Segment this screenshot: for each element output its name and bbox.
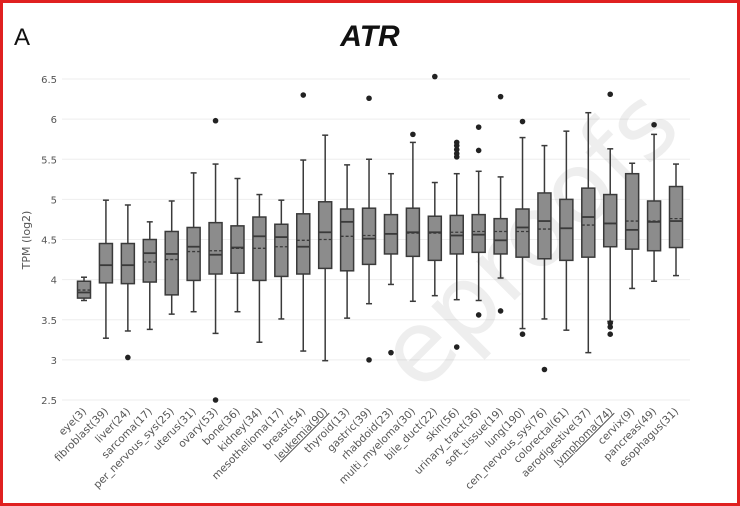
box-colorectal bbox=[559, 130, 574, 331]
outlier-point bbox=[607, 324, 614, 330]
box-skin bbox=[449, 139, 464, 350]
box-gastric bbox=[361, 95, 377, 363]
chart-title: ATR bbox=[340, 20, 400, 53]
box-iqr bbox=[646, 200, 662, 252]
box-bone bbox=[230, 177, 245, 313]
x-axis: eye(3)fibroblast(39)liver(24)sarcoma(17)… bbox=[52, 406, 681, 492]
outlier-point bbox=[300, 92, 307, 98]
box-iqr bbox=[120, 242, 136, 285]
outlier-point bbox=[497, 308, 504, 314]
box-cen_nervous_sys bbox=[537, 144, 552, 373]
outlier-point bbox=[607, 91, 614, 98]
box-multi_myeloma bbox=[405, 131, 421, 303]
y-axis: 2.5 3 3.5 4 4.5 5 5.5 6 6.5 bbox=[41, 75, 57, 407]
outlier-point bbox=[388, 349, 394, 356]
outlier-point bbox=[366, 357, 372, 363]
box-pancreas bbox=[646, 121, 662, 282]
outlier-point bbox=[212, 397, 219, 403]
y-tick-label: 5 bbox=[51, 195, 57, 206]
box-breast bbox=[296, 92, 311, 352]
box-fibroblast bbox=[98, 199, 114, 339]
box-iqr bbox=[559, 198, 574, 262]
outlier-point bbox=[607, 331, 614, 337]
box-iqr bbox=[493, 217, 508, 255]
outlier-point bbox=[607, 320, 614, 326]
box-iqr bbox=[164, 230, 179, 296]
box-sarcoma bbox=[142, 221, 158, 331]
box-iqr bbox=[230, 225, 245, 274]
outlier-point bbox=[497, 93, 504, 100]
box-uterus bbox=[186, 172, 201, 313]
box-iqr bbox=[602, 193, 618, 248]
outlier-point bbox=[541, 366, 548, 373]
box-aerodigestive bbox=[581, 111, 596, 354]
box-iqr bbox=[624, 172, 640, 250]
y-tick-label: 6.5 bbox=[41, 75, 57, 86]
box-iqr bbox=[208, 221, 223, 275]
box-kidney bbox=[252, 193, 267, 343]
box-iqr bbox=[471, 213, 486, 254]
outlier-point bbox=[475, 147, 482, 154]
y-tick-label: 3 bbox=[51, 356, 57, 367]
outlier-point bbox=[212, 117, 219, 124]
outlier-point bbox=[410, 131, 416, 138]
boxes bbox=[76, 73, 684, 403]
box-iqr bbox=[296, 213, 311, 275]
box-iqr bbox=[427, 215, 443, 262]
box-thyroid bbox=[339, 164, 355, 319]
box-iqr bbox=[317, 201, 333, 270]
box-soft_tissue bbox=[493, 93, 508, 314]
box-iqr bbox=[515, 208, 530, 258]
box-ovary bbox=[208, 117, 223, 403]
box-esophagus bbox=[668, 163, 684, 277]
y-tick-label: 2.5 bbox=[41, 396, 57, 407]
y-tick-label: 6 bbox=[51, 115, 57, 126]
outlier-point bbox=[453, 142, 460, 149]
box-iqr bbox=[98, 242, 114, 284]
box-iqr bbox=[339, 208, 355, 272]
box-lung bbox=[515, 118, 530, 337]
y-tick-label: 3.5 bbox=[41, 316, 57, 327]
box-liver bbox=[120, 204, 136, 361]
box-eye bbox=[76, 276, 92, 302]
outlier-point bbox=[651, 121, 657, 128]
outlier-point bbox=[475, 124, 482, 130]
box-iqr bbox=[668, 185, 684, 249]
y-axis-label: TPM (log2) bbox=[20, 211, 33, 271]
y-tick-label: 4.5 bbox=[41, 236, 57, 247]
outlier-point bbox=[519, 118, 526, 125]
outlier-point bbox=[453, 154, 460, 160]
box-per_nervous_sys bbox=[164, 200, 179, 315]
box-bile_duct bbox=[427, 73, 443, 297]
box-rhabdoid bbox=[383, 172, 399, 356]
box-urinary_tract bbox=[471, 124, 486, 318]
outlier-point bbox=[125, 354, 131, 361]
outlier-point bbox=[453, 146, 460, 153]
box-iqr bbox=[274, 223, 289, 278]
box-iqr bbox=[186, 226, 201, 282]
outlier-point bbox=[475, 312, 482, 318]
outlier-point bbox=[453, 344, 460, 350]
panel-label: A bbox=[14, 24, 31, 51]
box-iqr bbox=[142, 238, 158, 283]
y-tick-label: 5.5 bbox=[41, 155, 57, 166]
box-iqr bbox=[581, 187, 596, 258]
box-leukemia bbox=[317, 134, 333, 362]
outlier-point bbox=[366, 95, 372, 102]
box-mesothelioma bbox=[274, 199, 289, 320]
box-iqr bbox=[361, 207, 377, 266]
box-iqr bbox=[537, 192, 552, 260]
outlier-point bbox=[432, 73, 438, 80]
y-tick-label: 4 bbox=[51, 276, 57, 287]
box-cervix bbox=[624, 162, 640, 290]
outlier-point bbox=[519, 331, 526, 337]
box-lymphoma bbox=[602, 91, 618, 337]
